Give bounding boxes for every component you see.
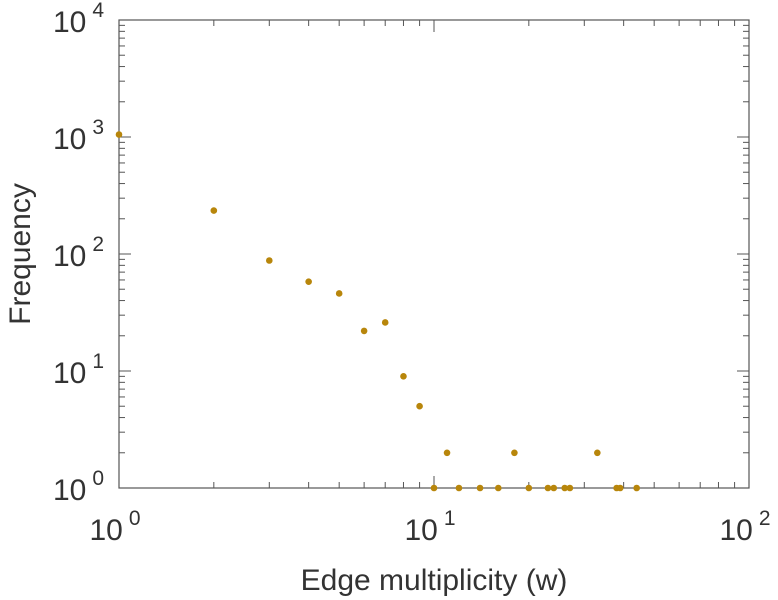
data-points <box>115 131 640 492</box>
data-point <box>305 278 312 285</box>
x-tick-label: 10 1 <box>404 507 455 547</box>
data-point <box>525 484 533 492</box>
plot-frame <box>118 19 750 489</box>
y-tick-label: 10 4 <box>53 0 104 39</box>
data-point <box>633 484 640 492</box>
tick-labels: 10 0 10 1 10 2 10 0 10 1 10 2 10 3 10 4 <box>53 0 771 547</box>
x-tick-label: 10 2 <box>719 507 770 547</box>
data-point <box>616 484 624 492</box>
data-point <box>335 290 343 297</box>
x-tick-label: 10 0 <box>89 507 140 547</box>
x-axis-label: Edge multiplicity (w) <box>301 564 568 597</box>
data-point <box>265 257 273 264</box>
data-point <box>566 484 574 492</box>
data-point <box>544 484 552 492</box>
data-point <box>494 484 502 492</box>
data-point <box>511 449 518 457</box>
y-tick-label: 10 1 <box>53 350 104 390</box>
data-point <box>455 484 463 492</box>
data-point <box>476 484 484 492</box>
data-point <box>381 319 389 326</box>
data-point <box>416 402 423 410</box>
data-point <box>115 131 123 138</box>
y-axis-label: Frequency <box>4 183 37 325</box>
data-point <box>550 484 558 492</box>
data-point <box>430 484 438 492</box>
data-point <box>594 449 601 457</box>
y-tick-label: 10 3 <box>53 116 104 156</box>
axis-ticks <box>118 19 750 489</box>
data-point <box>400 373 407 380</box>
data-point <box>443 449 451 457</box>
data-point <box>210 207 218 214</box>
y-tick-label: 10 0 <box>53 467 104 507</box>
y-tick-label: 10 2 <box>53 233 104 273</box>
data-point <box>360 327 368 335</box>
data-point <box>561 484 569 492</box>
